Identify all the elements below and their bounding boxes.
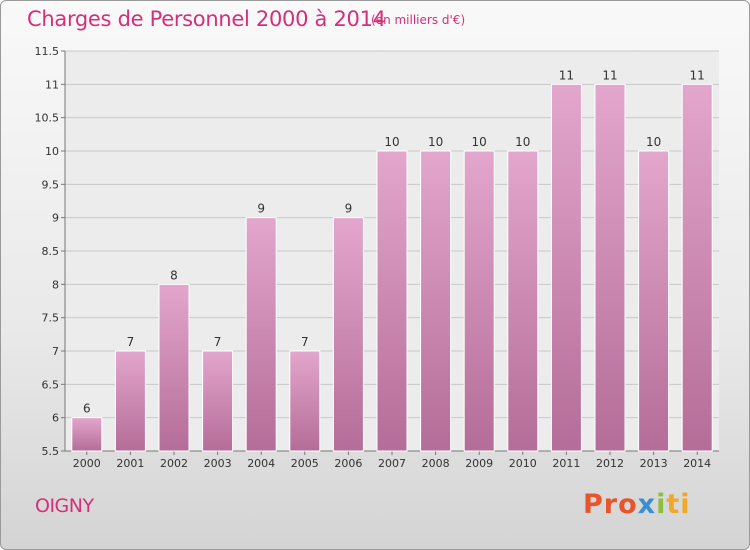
x-tick-label: 2009	[465, 457, 493, 470]
logo-part: i	[656, 489, 667, 520]
x-tick-label: 2012	[596, 457, 624, 470]
bar-value-label: 11	[559, 68, 574, 82]
x-tick-label: 2000	[73, 457, 101, 470]
y-tick-label: 8.5	[42, 245, 60, 258]
x-tick-label: 2010	[509, 457, 537, 470]
bar	[71, 417, 103, 452]
bar-value-label: 10	[472, 135, 487, 149]
bar	[114, 350, 146, 452]
x-tick-label: 2007	[378, 457, 406, 470]
y-tick-label: 6	[52, 412, 59, 425]
x-tick-label: 2005	[291, 457, 319, 470]
bar	[463, 150, 495, 452]
bar-value-label: 7	[301, 335, 309, 349]
labels: 5.5 6 6.5 7 7.5 8 8.5 9 9.5 10 10.5 11 11.5 6 2000 7 200…	[35, 45, 712, 470]
x-tick-label: 2013	[640, 457, 668, 470]
bar-value-label: 8	[170, 268, 178, 282]
bar	[376, 150, 408, 452]
bar-value-label: 6	[83, 402, 91, 416]
y-tick-label: 7.5	[42, 312, 60, 325]
bar-value-label: 7	[127, 335, 135, 349]
bar	[681, 83, 713, 452]
bar	[289, 350, 321, 452]
bar-value-label: 11	[690, 68, 705, 82]
bar	[420, 150, 452, 452]
logo-part: ti	[666, 489, 691, 520]
bar	[332, 217, 364, 452]
bar-value-label: 10	[515, 135, 530, 149]
y-tick-label: 10.5	[35, 112, 60, 125]
bar	[158, 283, 190, 452]
bar-value-label: 10	[428, 135, 443, 149]
bars	[71, 83, 713, 452]
y-tick-label: 5.5	[42, 445, 60, 458]
y-tick-label: 11	[45, 78, 59, 91]
bar-value-label: 11	[602, 68, 617, 82]
proxiti-logo: Proxiti	[583, 489, 691, 520]
x-tick-label: 2001	[116, 457, 144, 470]
y-tick-label: 8	[52, 278, 59, 291]
y-tick-label: 6.5	[42, 378, 60, 391]
x-tick-label: 2011	[552, 457, 580, 470]
commune-name: OIGNY	[35, 495, 94, 517]
bar-value-label: 9	[257, 202, 265, 216]
bar	[638, 150, 670, 452]
bar-value-label: 9	[345, 202, 353, 216]
bar	[594, 83, 626, 452]
bar-value-label: 10	[384, 135, 399, 149]
bar	[245, 217, 277, 452]
logo-part: x	[637, 489, 657, 520]
x-tick-label: 2003	[204, 457, 232, 470]
bar	[202, 350, 234, 452]
bar-value-label: 10	[646, 135, 661, 149]
y-tick-label: 7	[52, 345, 59, 358]
bar	[550, 83, 582, 452]
y-tick-label: 9.5	[42, 178, 60, 191]
y-tick-label: 9	[52, 212, 59, 225]
chart-subtitle: (en milliers d'€)	[371, 13, 466, 27]
logo-part: Pro	[583, 489, 638, 520]
x-tick-label: 2008	[422, 457, 450, 470]
y-tick-label: 11.5	[35, 45, 60, 58]
x-tick-label: 2004	[247, 457, 275, 470]
bar-value-label: 7	[214, 335, 222, 349]
bar	[507, 150, 539, 452]
chart-title: Charges de Personnel 2000 à 2014	[27, 7, 386, 31]
x-tick-label: 2006	[334, 457, 362, 470]
x-tick-label: 2014	[683, 457, 711, 470]
x-tick-label: 2002	[160, 457, 188, 470]
y-tick-label: 10	[45, 145, 59, 158]
